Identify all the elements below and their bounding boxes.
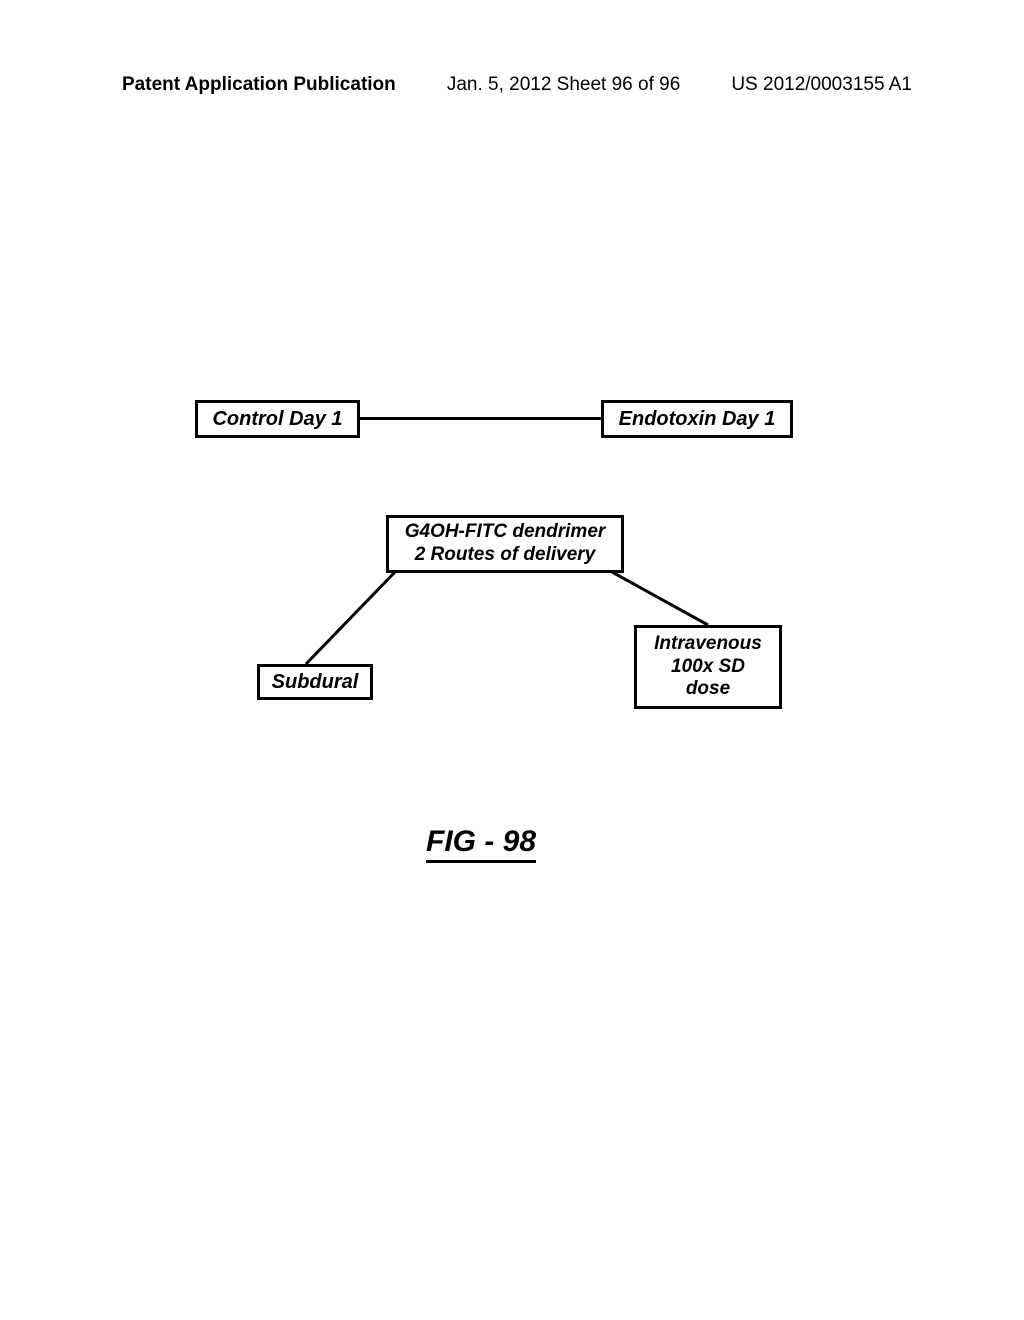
intravenous-line1: Intravenous <box>654 633 762 656</box>
page-header: Patent Application Publication Jan. 5, 2… <box>0 74 1024 96</box>
edge-dendrimer-subdural <box>306 572 395 664</box>
node-endotoxin-label: Endotoxin Day 1 <box>619 408 776 431</box>
header-patent-number: US 2012/0003155 A1 <box>731 74 912 96</box>
node-endotoxin: Endotoxin Day 1 <box>601 400 793 438</box>
node-intravenous-content: Intravenous 100x SD dose <box>654 633 762 701</box>
dendrimer-line1: G4OH-FITC dendrimer <box>405 521 606 544</box>
node-control: Control Day 1 <box>195 400 360 438</box>
node-intravenous: Intravenous 100x SD dose <box>634 625 782 709</box>
figure-caption: FIG - 98 <box>426 825 536 863</box>
node-subdural: Subdural <box>257 664 373 700</box>
edge-dendrimer-intravenous <box>612 572 708 625</box>
edge-control-endotoxin <box>360 417 601 420</box>
header-publication: Patent Application Publication <box>122 74 396 96</box>
dendrimer-line2: 2 Routes of delivery <box>405 544 606 567</box>
node-dendrimer: G4OH-FITC dendrimer 2 Routes of delivery <box>386 515 624 573</box>
node-subdural-label: Subdural <box>272 671 359 694</box>
intravenous-line2: 100x SD <box>654 656 762 679</box>
header-date-sheet: Jan. 5, 2012 Sheet 96 of 96 <box>447 74 680 96</box>
node-control-label: Control Day 1 <box>212 408 342 431</box>
intravenous-line3: dose <box>654 678 762 701</box>
node-dendrimer-content: G4OH-FITC dendrimer 2 Routes of delivery <box>405 521 606 567</box>
